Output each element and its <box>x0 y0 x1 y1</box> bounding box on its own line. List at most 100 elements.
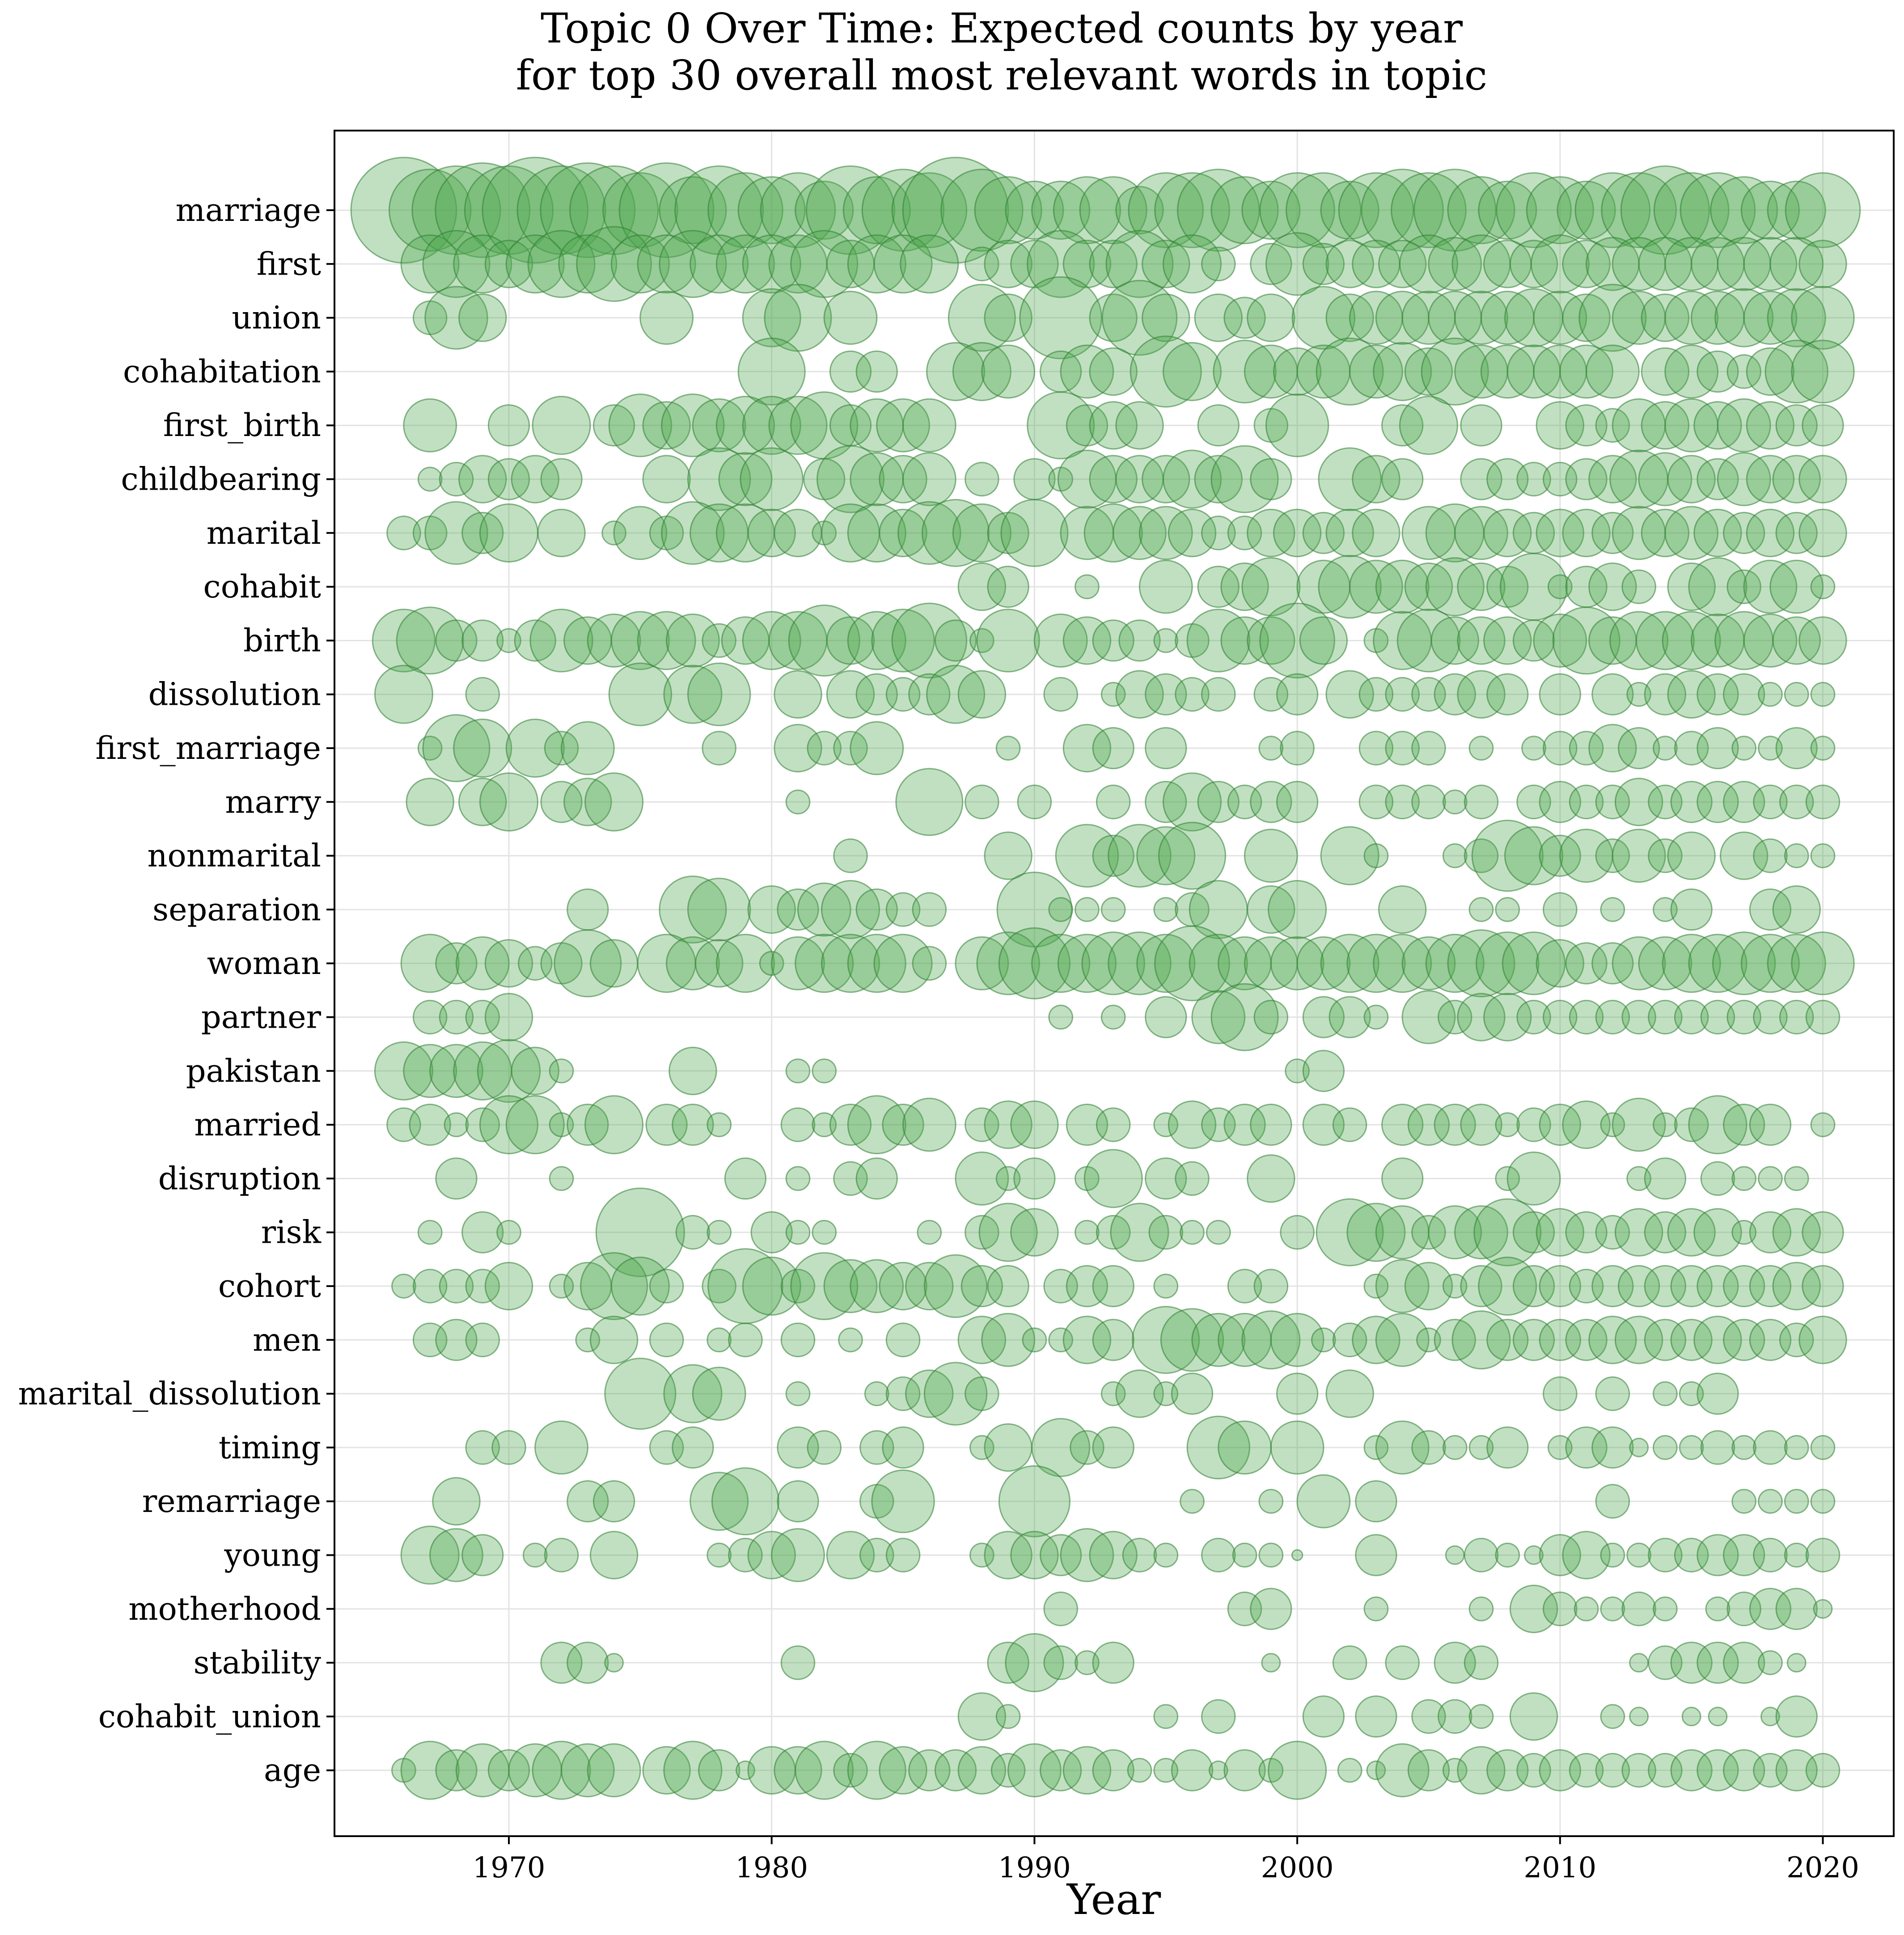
bubble-point <box>1758 682 1783 707</box>
bubble-point <box>1769 237 1824 291</box>
bubble-point <box>1521 736 1546 761</box>
bubble-point <box>1644 1319 1687 1361</box>
bubble-point <box>511 455 559 504</box>
bubble-point <box>1411 784 1446 820</box>
y-tick-label: union <box>232 300 321 336</box>
bubble-point <box>589 1316 639 1364</box>
bubble-point <box>976 609 1040 673</box>
bubble-point <box>529 609 593 673</box>
bubble-point <box>1227 784 1262 820</box>
bubble-point <box>1674 999 1709 1035</box>
bubble-point <box>981 1313 1036 1367</box>
bubble-point <box>728 1322 763 1358</box>
bubble-point <box>604 1358 677 1430</box>
bubble-point <box>1516 999 1551 1035</box>
bubble-point <box>465 677 500 712</box>
bubble-point <box>1557 180 1616 240</box>
bubble-point <box>774 670 822 719</box>
bubble-point <box>850 721 904 775</box>
bubble-point <box>554 929 622 998</box>
bubble-point <box>1407 1749 1450 1791</box>
bubble-point <box>1468 736 1494 761</box>
bubble-point <box>1089 240 1138 288</box>
y-tick-label: marital <box>207 515 321 551</box>
bubble-point <box>957 670 1007 719</box>
bubble-point <box>742 234 801 294</box>
bubble-point <box>1316 1198 1384 1266</box>
bubble-point <box>902 157 1009 264</box>
bubble-point <box>1495 1112 1520 1137</box>
bubble-point <box>1381 1103 1424 1146</box>
bubble-point <box>1601 172 1677 248</box>
bubble-point <box>1767 180 1826 240</box>
x-tick-label: 1980 <box>735 1851 808 1884</box>
bubble-point <box>505 718 565 778</box>
bubble-point <box>1010 240 1059 288</box>
bubble-point <box>1092 834 1134 877</box>
bubble-point <box>1346 934 1406 993</box>
bubble-point <box>908 673 951 716</box>
bubble-point <box>1810 682 1836 707</box>
bubble-point <box>1325 670 1374 719</box>
bubble-point <box>1621 569 1656 604</box>
bubble-point <box>1280 731 1315 766</box>
bubble-point <box>1621 1753 1656 1788</box>
bubble-point <box>1688 1095 1747 1155</box>
bubble-point <box>1697 781 1739 823</box>
bubble-point <box>465 1269 500 1304</box>
bubble-point <box>976 931 1040 995</box>
bubble-point <box>1043 1592 1078 1626</box>
bubble-point <box>1543 731 1578 766</box>
bubble-point <box>1375 1420 1430 1475</box>
bubble-point <box>659 230 727 298</box>
title-line-1: Topic 0 Over Time: Expected counts by ye… <box>541 4 1463 52</box>
bubble-point <box>690 1472 749 1531</box>
bubble-point <box>1588 562 1637 611</box>
bubble-point <box>1723 1749 1765 1791</box>
bubble-point <box>1430 616 1479 665</box>
bubble-point <box>406 778 454 826</box>
bubble-point <box>663 1740 723 1800</box>
bubble-point <box>544 1537 579 1573</box>
bubble-point <box>780 1269 816 1304</box>
bubble-point <box>1478 180 1537 240</box>
bubble-point <box>1227 1269 1262 1304</box>
bubble-point <box>1096 1215 1131 1250</box>
bubble-point <box>1516 1107 1551 1142</box>
bubble-point <box>785 789 811 815</box>
bubble-point <box>1562 1100 1611 1149</box>
bubble-point <box>518 946 553 981</box>
bubble-point <box>742 611 801 670</box>
bubble-point <box>1670 1749 1713 1791</box>
bubble-point <box>1726 999 1761 1035</box>
bubble-point <box>934 619 977 662</box>
bubble-point <box>879 508 927 557</box>
bubble-point <box>1621 1592 1656 1626</box>
y-tick-label: birth <box>243 622 321 659</box>
bubble-point <box>1066 1265 1109 1308</box>
bubble-point <box>1486 1426 1529 1469</box>
bubble-point <box>1115 1369 1164 1418</box>
x-axis-label: Year <box>1066 1876 1161 1924</box>
bubble-point <box>1022 1327 1047 1353</box>
bubble-point <box>1066 404 1109 447</box>
bubble-point <box>1302 1050 1345 1092</box>
bubble-point <box>981 344 1036 399</box>
bubble-point <box>838 1327 863 1353</box>
bubble-point <box>1325 240 1374 288</box>
bubble-point <box>912 892 947 927</box>
y-tick-label: marry <box>225 783 321 820</box>
bubble-point <box>659 176 727 245</box>
bubble-point <box>567 1641 609 1684</box>
bubble-point <box>1626 1166 1651 1191</box>
y-tick-label: separation <box>152 891 321 928</box>
bubble-point <box>1746 455 1795 504</box>
bubble-point <box>484 993 533 1042</box>
bubble-point <box>1791 931 1855 995</box>
bubble-point <box>771 936 825 991</box>
bubble-point <box>847 1740 906 1800</box>
bubble-point <box>1227 1592 1262 1626</box>
bubble-point <box>672 1426 714 1469</box>
bubble-point <box>618 162 715 258</box>
bubble-point <box>855 1157 898 1200</box>
